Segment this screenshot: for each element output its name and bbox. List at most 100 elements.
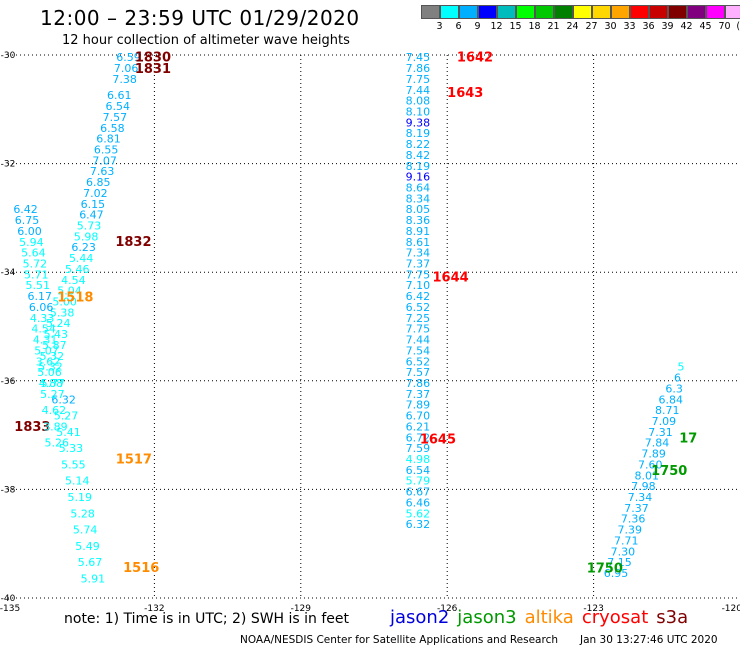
- data-label-jason3: 7.15: [607, 556, 632, 569]
- data-label-altika: 6.17: [27, 290, 52, 303]
- legend-swatch: [592, 5, 611, 19]
- time-marker-jason3: 1750: [587, 562, 623, 577]
- legend-swatch: [611, 5, 630, 19]
- data-label-jason2: 7.59: [406, 442, 431, 455]
- data-label-jason2: 8.19: [406, 127, 431, 140]
- data-label-s3a: 5.46: [65, 263, 90, 276]
- data-label-jason2: 6.21: [406, 420, 431, 433]
- y-tick-label: -38: [1, 485, 16, 495]
- data-label-jason3: 7.39: [617, 524, 642, 537]
- data-label-jason2: 7.44: [406, 334, 431, 347]
- time-marker-s3a: 1830: [135, 51, 171, 66]
- data-label-jason3: 7.71: [614, 534, 639, 547]
- legend-label: 39: [661, 21, 674, 32]
- data-label-altika: 5.07: [34, 344, 59, 357]
- data-label-jason2: 9.16: [406, 171, 431, 184]
- legend-swatch: [516, 5, 535, 19]
- data-label-jason3: 6.95: [604, 567, 629, 580]
- data-label-altika: 6.00: [17, 225, 42, 238]
- data-label-altika: 5.71: [24, 268, 49, 281]
- data-label-jason2: 7.10: [406, 279, 431, 292]
- satellite-name: cryosat: [581, 607, 649, 628]
- legend-label: 30: [604, 21, 617, 32]
- data-label-jason3: 7.60: [638, 458, 663, 471]
- legend-label: 33: [623, 21, 636, 32]
- legend-label: 27: [585, 21, 598, 32]
- data-label-s3a: 6.85: [86, 176, 111, 189]
- data-label-s3a: 7.07: [92, 154, 117, 167]
- data-label-jason2: 5.79: [406, 475, 431, 488]
- data-label-s3a: 5.77: [41, 377, 66, 390]
- time-marker-cryosat: 1645: [420, 432, 456, 447]
- data-label-jason2: 7.45: [406, 51, 431, 64]
- data-label-altika: 5.64: [21, 247, 46, 260]
- legend-swatch: [573, 5, 592, 19]
- data-label-jason3: 7.30: [611, 545, 636, 558]
- data-label-jason2: 8.05: [406, 203, 431, 216]
- data-label-s3a: 6.55: [94, 143, 119, 156]
- data-label-altika: 5.51: [26, 279, 51, 292]
- data-label-jason3: 7.36: [621, 513, 646, 526]
- color-scale-swatches: [421, 5, 740, 19]
- data-label-jason3: 8.71: [655, 404, 680, 417]
- data-label-s3a: 5.32: [40, 350, 65, 363]
- data-label-jason2: 7.57: [406, 366, 431, 379]
- legend-label: 3: [436, 21, 443, 32]
- data-label-jason2: 7.75: [406, 268, 431, 281]
- data-label-jason2: 8.08: [406, 95, 431, 108]
- time-marker-s3a: 1831: [135, 62, 171, 77]
- data-label-altika: 4.88: [39, 377, 64, 390]
- x-tick-label: -123: [583, 604, 603, 614]
- credit-text: NOAA/NESDIS Center for Satellite Applica…: [240, 634, 558, 646]
- x-tick-label: -135: [0, 604, 20, 614]
- data-label-jason2: 6.52: [406, 355, 431, 368]
- x-tick-label: -120: [722, 604, 740, 614]
- data-label-altika: 5.26: [45, 437, 70, 450]
- data-label-jason2: 9.38: [406, 116, 431, 129]
- legend-swatch: [421, 5, 440, 19]
- legend-swatch: [630, 5, 649, 19]
- data-label-jason2: 7.37: [406, 258, 431, 271]
- data-label-altika: 4.62: [42, 404, 67, 417]
- data-label-jason2: 7.86: [406, 377, 431, 390]
- data-label-s3a: 5.67: [78, 556, 103, 569]
- data-label-jason2: 7.54: [406, 344, 431, 357]
- data-label-jason2: 7.86: [406, 62, 431, 75]
- data-label-jason3: 6.3: [665, 382, 683, 395]
- data-label-jason2: 7.89: [406, 399, 431, 412]
- data-label-s3a: 5.41: [56, 426, 81, 439]
- x-tick-label: -129: [291, 604, 312, 614]
- satellite-name: jason2: [390, 607, 450, 628]
- time-marker-altika: 1517: [116, 452, 152, 467]
- data-label-jason3: 6.84: [658, 393, 683, 406]
- y-tick-label: -36: [1, 377, 16, 387]
- data-label-jason3: 8.01: [635, 469, 660, 482]
- legend-label: (ft): [736, 21, 740, 32]
- data-label-s3a: 5.28: [70, 507, 95, 520]
- data-label-jason2: 6.32: [406, 518, 431, 531]
- data-label-s3a: 6.59: [116, 51, 141, 64]
- data-label-jason2: 7.44: [406, 84, 431, 97]
- time-marker-altika: 1518: [57, 291, 93, 306]
- data-label-jason2: 8.64: [406, 181, 431, 194]
- data-label-altika: 4.54: [31, 323, 56, 336]
- y-tick-label: -34: [1, 268, 16, 278]
- data-label-altika: 5.72: [23, 258, 48, 271]
- data-label-altika: 5.94: [19, 236, 44, 249]
- data-label-s3a: 5.74: [73, 524, 98, 537]
- legend-swatch: [725, 5, 740, 19]
- time-marker-cryosat: 1643: [447, 86, 483, 101]
- data-label-altika: 4.33: [30, 312, 55, 325]
- data-label-jason2: 6.70: [406, 410, 431, 423]
- data-label-s3a: 5.55: [61, 458, 86, 471]
- data-label-s3a: 6.23: [71, 241, 96, 254]
- legend-swatch: [478, 5, 497, 19]
- data-label-s3a: 6.32: [51, 393, 76, 406]
- data-label-jason2: 6.46: [406, 496, 431, 509]
- data-label-jason2: 8.19: [406, 160, 431, 173]
- data-label-jason2: 8.36: [406, 214, 431, 227]
- chart-subtitle: 12 hour collection of altimeter wave hei…: [62, 33, 350, 48]
- legend-label: 36: [642, 21, 655, 32]
